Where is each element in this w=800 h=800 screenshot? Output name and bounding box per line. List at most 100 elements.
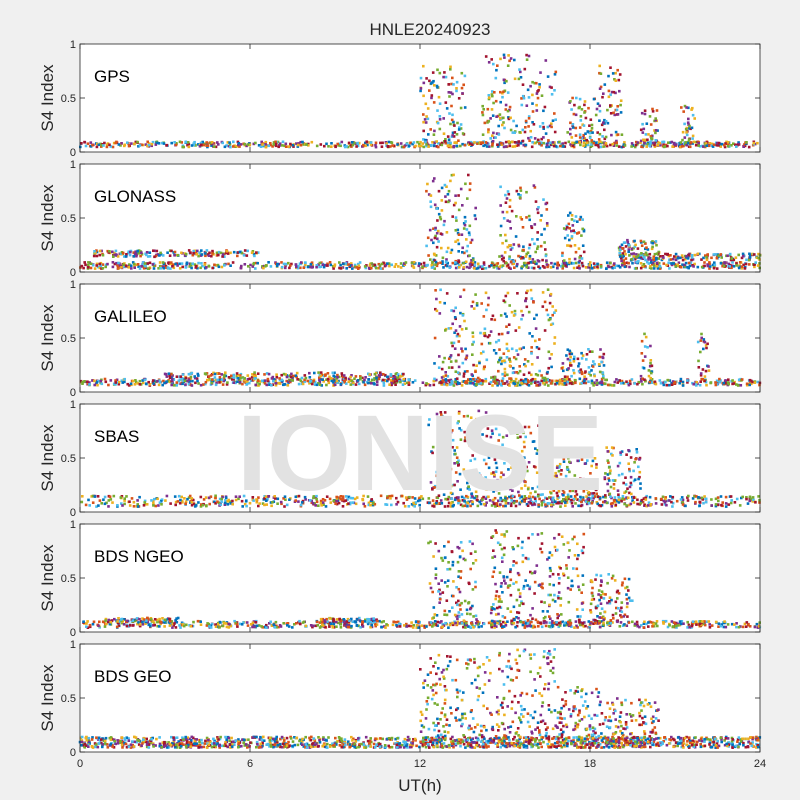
data-point [654, 131, 657, 135]
data-point [157, 383, 161, 387]
data-point [243, 249, 247, 252]
data-point [491, 139, 495, 143]
data-point [467, 485, 470, 488]
data-point [745, 382, 749, 386]
data-point [651, 261, 655, 265]
data-point [308, 265, 312, 269]
data-point [670, 383, 674, 386]
y-tick-label: 0 [70, 267, 76, 279]
data-point [475, 498, 479, 501]
data-point [458, 126, 461, 129]
data-point [341, 505, 345, 508]
data-point [637, 256, 641, 259]
data-point [476, 376, 480, 380]
data-point [515, 215, 518, 218]
data-point [720, 256, 723, 259]
data-point [379, 267, 383, 270]
data-point [438, 301, 442, 304]
data-point [455, 133, 459, 136]
data-point [462, 415, 466, 418]
data-point [438, 71, 442, 75]
data-point [274, 140, 277, 144]
data-point [528, 243, 532, 247]
data-point [655, 109, 659, 112]
data-point [308, 376, 312, 379]
data-point [499, 118, 502, 121]
data-point [556, 264, 560, 267]
data-point [515, 144, 519, 147]
data-point [354, 383, 358, 386]
data-point [526, 289, 529, 293]
data-point [665, 383, 669, 387]
data-point [681, 263, 684, 266]
data-point [674, 265, 677, 268]
data-point [534, 490, 537, 494]
data-point [470, 259, 473, 262]
data-point [487, 456, 491, 459]
data-point [242, 254, 246, 257]
data-point [681, 498, 685, 502]
data-point [161, 383, 164, 387]
data-point [226, 499, 229, 503]
data-point [119, 144, 122, 147]
data-point [494, 99, 498, 103]
data-point [510, 140, 514, 144]
data-point [497, 499, 500, 503]
data-point [684, 128, 688, 131]
data-point [536, 380, 540, 384]
data-point [658, 267, 662, 270]
data-point [113, 262, 117, 266]
data-point [521, 128, 525, 132]
data-point [696, 382, 699, 386]
data-point [486, 107, 490, 111]
data-point [651, 107, 654, 111]
data-point [446, 141, 450, 145]
data-point [169, 502, 172, 505]
data-point [534, 250, 537, 254]
data-point [167, 267, 170, 270]
data-point [627, 383, 631, 387]
data-point [639, 239, 643, 243]
data-point [362, 143, 365, 147]
data-point [109, 498, 113, 501]
data-point [315, 500, 319, 504]
data-point [249, 263, 252, 267]
data-point [431, 445, 435, 449]
data-point [470, 436, 474, 440]
data-point [545, 208, 549, 211]
data-point [219, 503, 222, 506]
data-point [525, 53, 528, 57]
data-point [583, 103, 586, 107]
data-point [620, 379, 624, 383]
data-point [111, 261, 115, 264]
data-point [162, 142, 166, 145]
data-point [515, 264, 519, 268]
data-point [564, 227, 568, 231]
data-point [454, 201, 457, 205]
data-point [451, 500, 454, 504]
data-point [460, 71, 464, 75]
data-point [159, 500, 163, 503]
data-point [464, 357, 468, 361]
data-point [516, 381, 520, 385]
data-point [248, 377, 251, 381]
data-point [345, 145, 348, 148]
data-point [455, 446, 459, 449]
data-point [599, 381, 602, 384]
data-point [456, 228, 460, 232]
data-point [650, 134, 654, 138]
data-point [403, 379, 406, 382]
data-point [687, 117, 690, 121]
data-point [217, 250, 221, 254]
data-point [525, 252, 528, 256]
data-point [619, 245, 622, 249]
data-point [83, 380, 86, 383]
data-point [327, 379, 330, 382]
data-point [503, 312, 507, 316]
data-point [569, 244, 573, 248]
data-point [502, 217, 506, 220]
data-point [582, 477, 585, 481]
data-point [402, 501, 405, 505]
data-point [454, 306, 457, 310]
data-point [724, 505, 728, 508]
